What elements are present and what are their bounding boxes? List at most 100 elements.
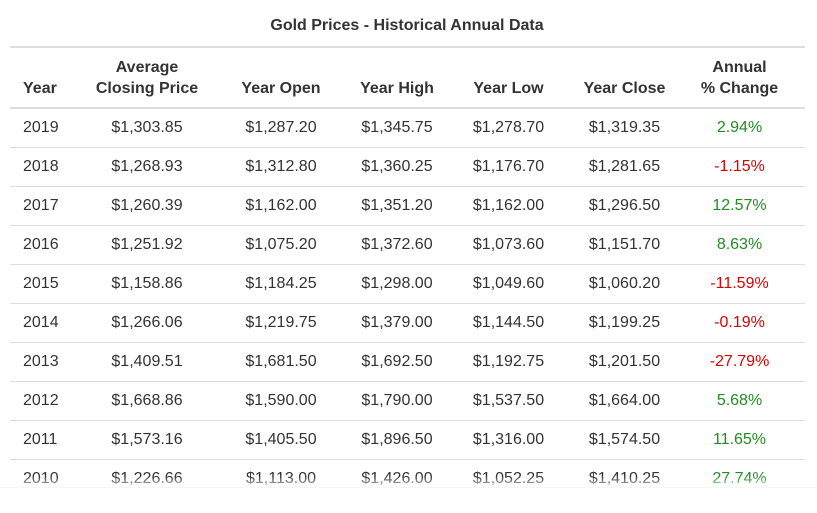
cell-year-low: $1,052.25: [472, 469, 545, 487]
header-year-low: Year Low: [442, 47, 575, 108]
cell-year: 2011: [23, 430, 58, 448]
cell-year-close: $1,319.35: [588, 118, 661, 136]
cell-year-high: $1,298.00: [361, 274, 433, 292]
cell-annual-change: -27.79%: [709, 352, 770, 370]
cell-year-open: $1,219.75: [245, 313, 317, 331]
header-year: Year: [10, 47, 84, 108]
table-row: 2015 $1,158.86 $1,184.25 $1,298.00 $1,049.60…: [10, 264, 805, 303]
cell-average-closing-price: $1,158.86: [111, 274, 183, 292]
cell-year: 2012: [23, 391, 59, 409]
cell-year-open: $1,312.80: [245, 157, 317, 175]
cell-year-open: $1,113.00: [246, 469, 316, 487]
table-row: 2018 $1,268.93 $1,312.80 $1,360.25 $1,176.70…: [10, 147, 805, 186]
table-row: 2019 $1,303.85 $1,287.20 $1,345.75 $1,278.70…: [10, 108, 805, 147]
header-annual-change-line: % Change: [700, 80, 779, 97]
cell-average-closing-price: $1,251.92: [111, 235, 183, 253]
cell-annual-change: -11.59%: [710, 274, 769, 292]
cell-year-close: $1,281.65: [588, 157, 661, 175]
cell-average-closing-price: $1,266.06: [111, 313, 183, 331]
cell-annual-change: 27.74%: [712, 469, 767, 487]
cell-year-high: $1,896.50: [361, 430, 433, 448]
cell-year-open: $1,075.20: [245, 235, 317, 253]
cell-year-low: $1,176.70: [472, 157, 545, 175]
cell-year: 2013: [23, 352, 59, 370]
table-row: 2013 $1,409.51 $1,681.50 $1,692.50 $1,192.75…: [10, 342, 805, 381]
table-row: 2017 $1,260.39 $1,162.00 $1,351.20 $1,162.00…: [10, 186, 805, 225]
header-average-closing-price-line: Closing Price: [95, 80, 199, 97]
cell-year-low: $1,278.70: [472, 118, 545, 136]
cell-year-close: $1,151.70: [588, 235, 661, 253]
cell-year-close: $1,664.00: [588, 391, 661, 409]
cell-annual-change: -1.15%: [714, 157, 765, 175]
cell-year-low: $1,073.60: [472, 235, 545, 253]
cell-year-low: $1,537.50: [472, 391, 545, 409]
cell-year: 2016: [23, 235, 59, 253]
cell-year-low: $1,192.75: [472, 352, 545, 370]
header-year-open: Year Open: [210, 47, 352, 108]
cell-year-close: $1,296.50: [588, 196, 661, 214]
cell-year-close: $1,201.50: [588, 352, 661, 370]
cell-year-low: $1,162.00: [472, 196, 545, 214]
header-year-open-line: Year Open: [241, 80, 321, 97]
header-year-high: Year High: [352, 47, 442, 108]
cell-year: 2015: [23, 274, 59, 292]
cell-year-close: $1,060.20: [588, 274, 661, 292]
cell-year-open: $1,162.00: [245, 196, 317, 214]
cell-annual-change: 12.57%: [712, 196, 767, 214]
table-title: Gold Prices - Historical Annual Data: [270, 17, 544, 34]
cell-average-closing-price: $1,303.85: [111, 118, 183, 136]
cell-average-closing-price: $1,268.93: [111, 157, 183, 175]
cell-annual-change: 2.94%: [716, 118, 763, 136]
table-row: 2016 $1,251.92 $1,075.20 $1,372.60 $1,073.60…: [10, 225, 805, 264]
cell-year-high: $1,360.25: [361, 157, 433, 175]
cell-year-low: $1,144.50: [472, 313, 545, 331]
cell-year-high: $1,692.50: [361, 352, 433, 370]
cell-year-high: $1,351.20: [361, 196, 433, 214]
table-row: 2010 $1,226.66 $1,113.00 $1,426.00 $1,052.25…: [10, 459, 805, 498]
header-year-high-line: Year High: [360, 80, 434, 97]
cell-annual-change: -0.19%: [714, 313, 765, 331]
cell-year-close: $1,574.50: [588, 430, 661, 448]
header-average-closing-price-line: Average: [115, 59, 179, 76]
table-row: 2012 $1,668.86 $1,590.00 $1,790.00 $1,537.50…: [10, 381, 805, 420]
header-year-close-line: Year Close: [583, 80, 666, 97]
cell-average-closing-price: $1,260.39: [111, 196, 183, 214]
cell-year-open: $1,184.25: [245, 274, 317, 292]
cell-year: 2019: [23, 118, 59, 136]
bottom-divider: [0, 487, 817, 488]
header-annual-change: Annual % Change: [674, 47, 805, 108]
table-row: 2014 $1,266.06 $1,219.75 $1,379.00 $1,144.50…: [10, 303, 805, 342]
gold-prices-table: Year Average Closing Price Year Open Year Hi…: [10, 46, 805, 499]
cell-year-low: $1,049.60: [472, 274, 545, 292]
header-year-close: Year Close: [575, 47, 674, 108]
cell-average-closing-price: $1,668.86: [111, 391, 183, 409]
cell-year: 2010: [23, 469, 59, 487]
cell-year-open: $1,681.50: [245, 352, 317, 370]
header-average-closing-price: Average Closing Price: [84, 47, 210, 108]
cell-year-low: $1,316.00: [472, 430, 545, 448]
header-year-line: Year: [23, 80, 57, 97]
cell-year: 2018: [23, 157, 59, 175]
header-year-low-line: Year Low: [473, 80, 544, 97]
cell-year: 2017: [23, 196, 59, 214]
header-row: Year Average Closing Price Year Open Year Hi…: [10, 47, 805, 108]
table-header: Year Average Closing Price Year Open Year Hi…: [10, 47, 805, 108]
cell-average-closing-price: $1,226.66: [111, 469, 183, 487]
cell-average-closing-price: $1,573.16: [111, 430, 183, 448]
cell-annual-change: 11.65%: [712, 430, 767, 448]
cell-year-open: $1,405.50: [245, 430, 317, 448]
cell-year-open: $1,287.20: [245, 118, 317, 136]
cell-year-high: $1,345.75: [361, 118, 433, 136]
cell-year-high: $1,426.00: [361, 469, 433, 487]
cell-year-open: $1,590.00: [245, 391, 317, 409]
cell-year: 2014: [23, 313, 59, 331]
cell-annual-change: 8.63%: [716, 235, 763, 253]
cell-year-close: $1,410.25: [588, 469, 661, 487]
cell-annual-change: 5.68%: [716, 391, 763, 409]
cell-year-close: $1,199.25: [588, 313, 661, 331]
cell-average-closing-price: $1,409.51: [111, 352, 183, 370]
cell-year-high: $1,790.00: [361, 391, 433, 409]
table-row: 2011 $1,573.16 $1,405.50 $1,896.50 $1,316.00…: [10, 420, 805, 459]
table-body: 2019 $1,303.85 $1,287.20 $1,345.75 $1,278.70…: [10, 108, 805, 498]
